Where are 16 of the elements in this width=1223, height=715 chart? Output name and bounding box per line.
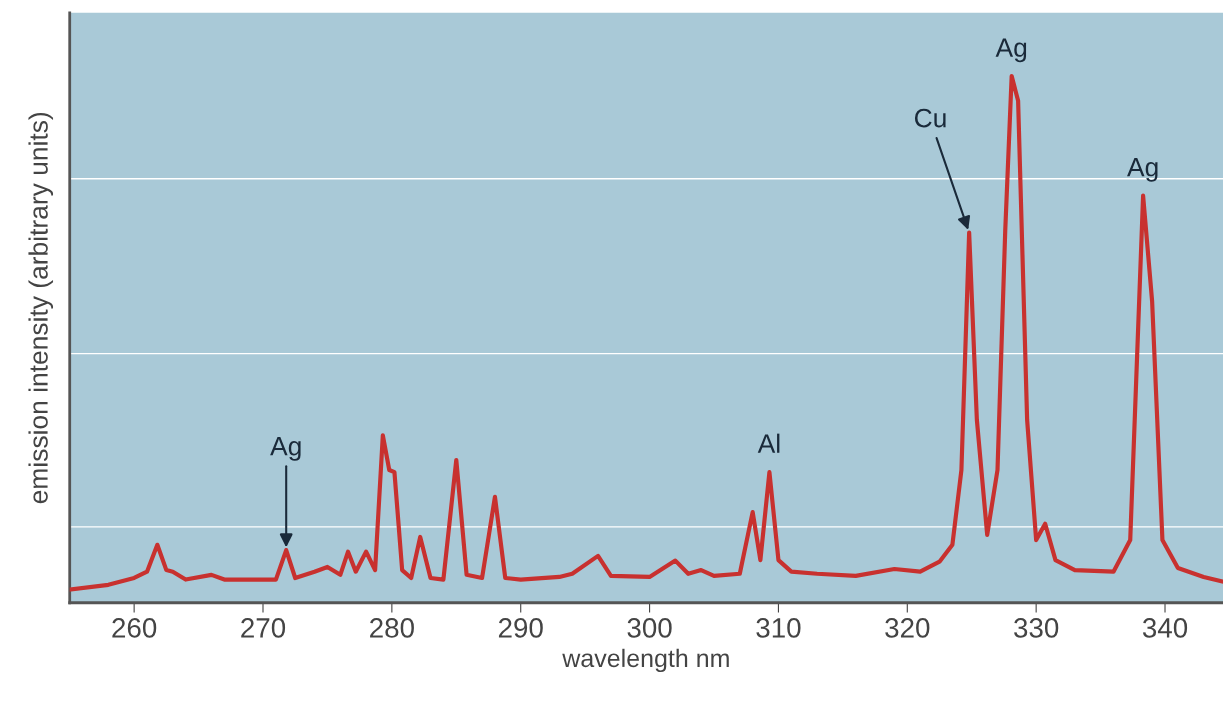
annotation: Ag xyxy=(270,437,301,461)
x-axis-title: wavelength nm xyxy=(562,648,729,673)
x-tick-label: 290 xyxy=(498,618,543,638)
annotation: Cu xyxy=(914,108,946,128)
x-tick-label: 280 xyxy=(370,618,414,638)
x-tick-label: 300 xyxy=(627,618,672,638)
x-tick-label: 260 xyxy=(112,618,157,638)
x-tick-label: 330 xyxy=(1014,618,1059,638)
annotation: Ag xyxy=(995,38,1027,63)
x-tick-label: 340 xyxy=(1142,618,1188,638)
x-tick-label: 310 xyxy=(756,618,801,638)
x-tick-label: 270 xyxy=(241,618,286,638)
annotation: Al xyxy=(757,433,780,453)
annotation: Ag xyxy=(1127,158,1158,182)
y-axis-title: emission intensity (arbitrary units) xyxy=(28,112,54,504)
x-tick-label: 320 xyxy=(885,618,930,638)
